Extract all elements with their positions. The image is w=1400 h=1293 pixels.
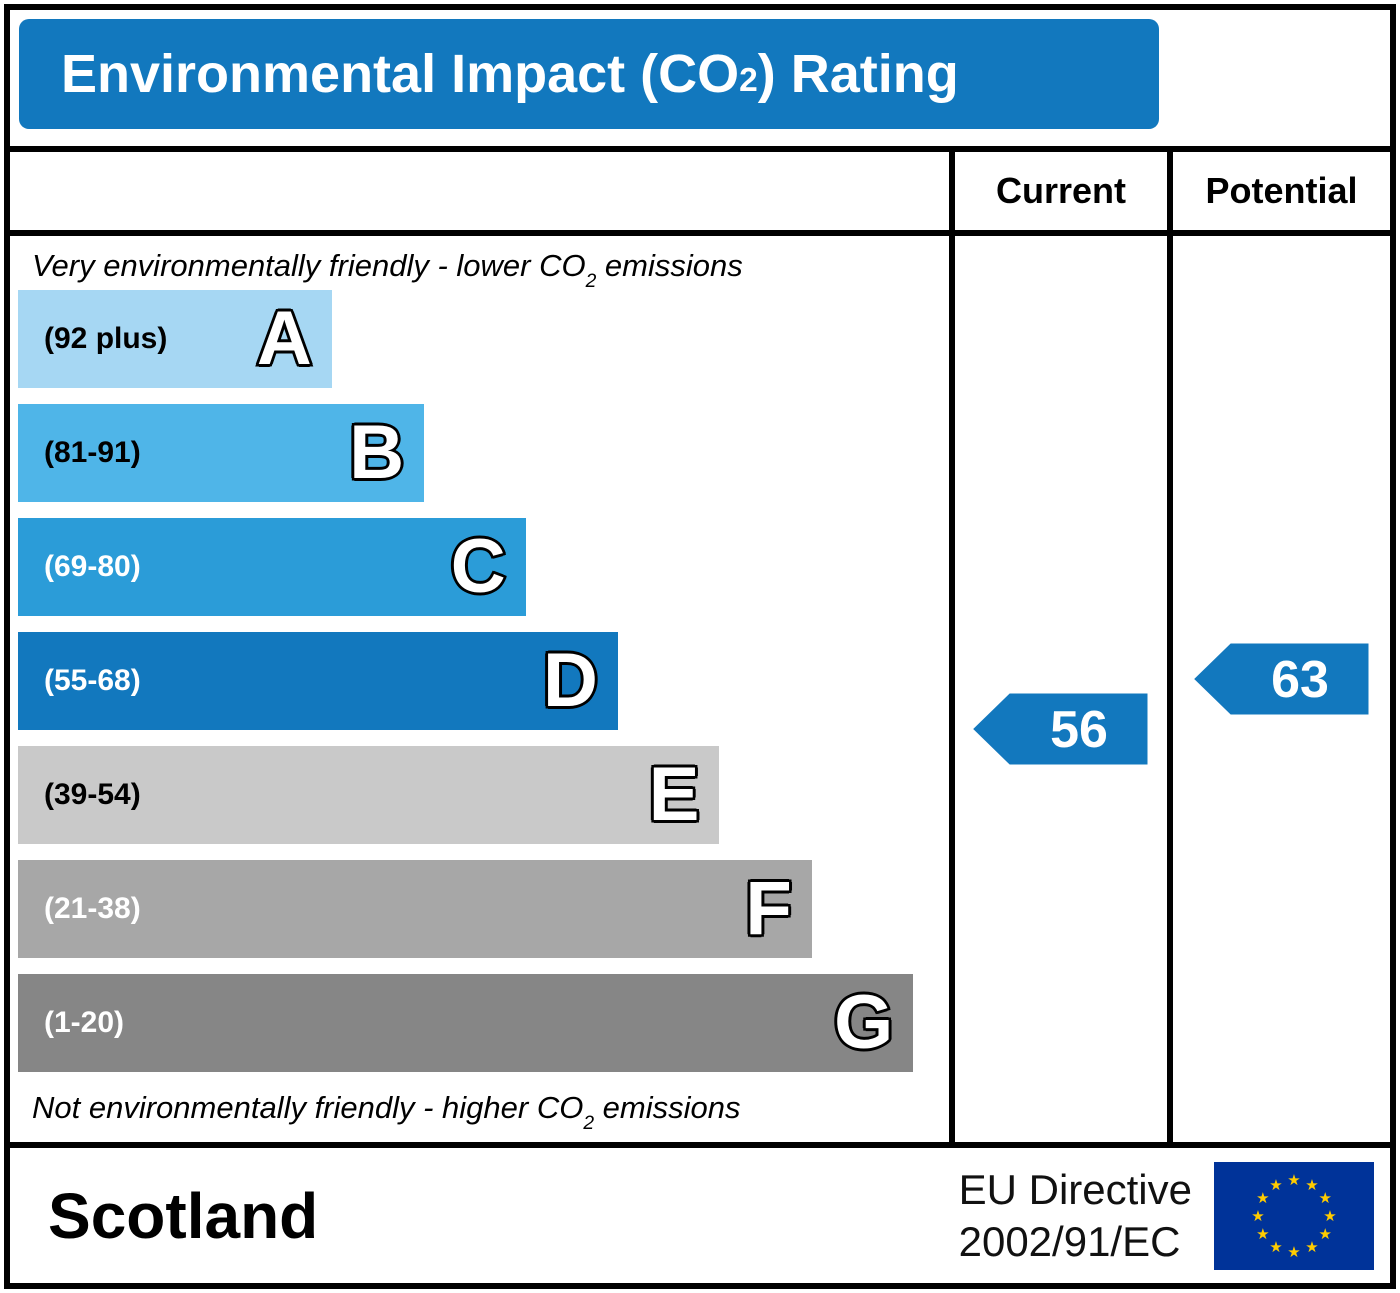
svg-text:★: ★ — [1256, 1189, 1269, 1207]
svg-text:★: ★ — [1323, 1207, 1336, 1225]
band-row-f: (21-38) F — [18, 860, 941, 958]
potential-column-body: 63 — [1173, 236, 1390, 1142]
current-rating-value: 56 — [1050, 701, 1108, 759]
eu-flag-field — [1214, 1161, 1374, 1270]
band-row-g: (1-20) G — [18, 974, 941, 1072]
svg-text:★: ★ — [1269, 1238, 1282, 1256]
potential-arrow-shape — [1189, 640, 1371, 718]
svg-text:★: ★ — [1251, 1207, 1264, 1225]
eu-directive-line2: 2002/91/EC — [958, 1217, 1181, 1265]
band-range-label: (39-54) — [44, 778, 141, 811]
band-range-label: (69-80) — [44, 550, 141, 583]
current-column-body: 56 — [955, 236, 1167, 1142]
page-title: Environmental Impact (CO 2) Rating — [19, 19, 1159, 129]
svg-text:★: ★ — [1256, 1225, 1269, 1243]
band-e: (39-54) E — [18, 746, 720, 844]
potential-column-header: Potential — [1173, 152, 1390, 236]
band-letter: C — [448, 524, 508, 609]
page-title-suffix: ) Rating — [757, 44, 959, 104]
eu-directive-line1: EU Directive — [958, 1166, 1192, 1214]
current-rating-arrow: 56 — [969, 690, 1151, 768]
band-row-d: (55-68) D — [18, 632, 941, 730]
current-arrow-shape — [969, 690, 1151, 768]
band-range-label: (21-38) — [44, 892, 141, 925]
band-range-label: (1-20) — [44, 1006, 125, 1039]
band-range-label: (92 plus) — [44, 322, 168, 355]
band-row-e: (39-54) E — [18, 746, 941, 844]
bands-column-header — [10, 152, 949, 236]
potential-column: Potential 63 — [1167, 152, 1390, 1142]
svg-text:★: ★ — [1287, 1171, 1300, 1189]
band-letter: A — [254, 296, 314, 381]
band-f: (21-38) F — [18, 860, 812, 958]
potential-rating-value: 63 — [1271, 651, 1329, 709]
band-a: (92 plus) A — [18, 290, 332, 388]
svg-text:★: ★ — [1305, 1238, 1318, 1256]
band-row-c: (69-80) C — [18, 518, 941, 616]
band-c: (69-80) C — [18, 518, 526, 616]
rating-table: Very environmentally friendly - lower CO… — [10, 146, 1390, 1148]
band-letter: F — [743, 866, 794, 951]
band-g: (1-20) G — [18, 974, 914, 1072]
footer: Scotland EU Directive 2002/91/EC ★ ★ ★ ★… — [10, 1148, 1390, 1283]
svg-text:★: ★ — [1305, 1175, 1318, 1193]
band-letter: E — [646, 752, 702, 837]
band-row-b: (81-91) B — [18, 404, 941, 502]
band-row-a: (92 plus) A — [18, 290, 941, 388]
band-range-label: (81-91) — [44, 436, 141, 469]
eu-flag-icon: ★ ★ ★ ★ ★ ★ ★ ★ ★ ★ ★ ★ — [1214, 1161, 1374, 1270]
band-letter: G — [832, 980, 896, 1065]
potential-rating-arrow: 63 — [1189, 640, 1371, 718]
svg-text:★: ★ — [1318, 1189, 1331, 1207]
current-column-header: Current — [955, 152, 1167, 236]
bands-column: Very environmentally friendly - lower CO… — [10, 152, 949, 1142]
bands-area: Very environmentally friendly - lower CO… — [10, 236, 949, 1142]
band-d: (55-68) D — [18, 632, 618, 730]
top-note: Very environmentally friendly - lower CO… — [32, 248, 743, 293]
page-title-text: Environmental Impact (CO — [61, 44, 740, 104]
eu-flag-stars: ★ ★ ★ ★ ★ ★ ★ ★ ★ ★ ★ ★ — [1251, 1171, 1336, 1261]
eu-directive-text: EU Directive 2002/91/EC — [959, 1164, 1192, 1266]
band-letter: D — [541, 638, 601, 723]
bottom-note: Not environmentally friendly - higher CO… — [32, 1090, 741, 1135]
band-b: (81-91) B — [18, 404, 425, 502]
region-label: Scotland — [48, 1179, 319, 1252]
svg-text:★: ★ — [1287, 1243, 1300, 1261]
svg-text:★: ★ — [1318, 1225, 1331, 1243]
svg-text:★: ★ — [1269, 1175, 1282, 1193]
band-letter: B — [347, 410, 407, 495]
band-range-label: (55-68) — [44, 664, 141, 697]
current-column: Current 56 — [949, 152, 1167, 1142]
environmental-impact-rating-chart: Environmental Impact (CO 2) Rating Very e… — [4, 4, 1396, 1289]
title-section: Environmental Impact (CO 2) Rating — [10, 10, 1390, 146]
